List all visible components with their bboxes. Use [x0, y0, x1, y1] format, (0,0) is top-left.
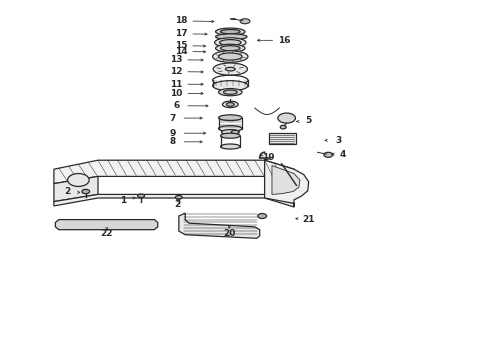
Polygon shape	[55, 220, 158, 230]
Ellipse shape	[220, 46, 240, 51]
Ellipse shape	[226, 103, 234, 106]
Text: 13: 13	[170, 55, 183, 64]
Polygon shape	[179, 213, 260, 238]
Text: 16: 16	[278, 36, 291, 45]
Text: 5: 5	[306, 116, 312, 125]
Ellipse shape	[220, 40, 241, 45]
Ellipse shape	[240, 19, 250, 24]
Ellipse shape	[223, 90, 237, 94]
Text: 19: 19	[262, 153, 275, 162]
Text: 18: 18	[175, 16, 188, 25]
Ellipse shape	[219, 115, 242, 121]
Polygon shape	[272, 166, 300, 194]
Text: 3: 3	[335, 136, 341, 145]
Text: 17: 17	[175, 29, 188, 38]
Ellipse shape	[280, 125, 286, 129]
Ellipse shape	[213, 51, 248, 62]
Polygon shape	[54, 176, 98, 202]
Ellipse shape	[221, 130, 239, 135]
Text: 20: 20	[223, 229, 236, 238]
Ellipse shape	[225, 67, 235, 71]
Text: 14: 14	[175, 47, 188, 56]
Bar	[269, 133, 296, 144]
Ellipse shape	[215, 38, 246, 47]
Polygon shape	[54, 194, 294, 207]
Ellipse shape	[278, 113, 295, 123]
Text: 7: 7	[169, 113, 176, 122]
Ellipse shape	[213, 63, 247, 75]
Ellipse shape	[216, 28, 245, 35]
Ellipse shape	[219, 126, 242, 131]
Text: 21: 21	[302, 215, 315, 224]
Ellipse shape	[68, 174, 89, 186]
Text: 22: 22	[100, 229, 113, 238]
Ellipse shape	[175, 195, 182, 199]
Ellipse shape	[216, 44, 245, 52]
Text: 2: 2	[65, 187, 71, 196]
Polygon shape	[265, 160, 309, 207]
Ellipse shape	[219, 53, 242, 60]
Ellipse shape	[231, 130, 239, 134]
Ellipse shape	[216, 34, 247, 40]
Text: 10: 10	[170, 89, 183, 98]
Text: 9: 9	[169, 129, 176, 138]
Ellipse shape	[324, 152, 333, 157]
Text: 15: 15	[175, 41, 188, 50]
Ellipse shape	[138, 194, 145, 198]
Ellipse shape	[220, 30, 240, 34]
Text: 1: 1	[121, 196, 126, 204]
Text: 12: 12	[170, 67, 183, 76]
Text: 11: 11	[170, 80, 183, 89]
Text: 4: 4	[340, 150, 346, 158]
Ellipse shape	[258, 213, 267, 219]
Ellipse shape	[220, 144, 240, 149]
Ellipse shape	[213, 81, 248, 91]
Ellipse shape	[222, 101, 238, 108]
Ellipse shape	[220, 133, 240, 138]
Ellipse shape	[82, 189, 90, 194]
Polygon shape	[54, 160, 294, 184]
Text: 2: 2	[174, 200, 180, 209]
Ellipse shape	[219, 89, 242, 96]
Text: 8: 8	[170, 137, 175, 146]
Text: 6: 6	[173, 102, 179, 110]
